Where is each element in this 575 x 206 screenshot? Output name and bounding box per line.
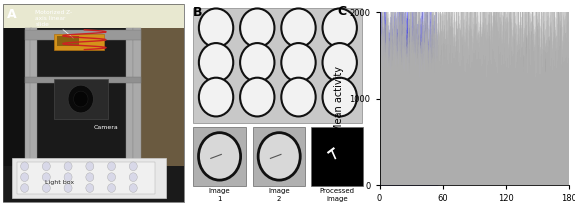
- Bar: [3, 4, 184, 28]
- Circle shape: [129, 173, 137, 181]
- Circle shape: [86, 184, 94, 192]
- Circle shape: [323, 43, 357, 82]
- Text: Processed
image: Processed image: [320, 188, 355, 201]
- Circle shape: [240, 8, 274, 47]
- Circle shape: [86, 162, 94, 171]
- Circle shape: [64, 184, 72, 192]
- Circle shape: [129, 184, 137, 192]
- Circle shape: [21, 173, 29, 181]
- Bar: [53, 79, 108, 119]
- Circle shape: [258, 133, 300, 180]
- Circle shape: [108, 173, 116, 181]
- Bar: [193, 127, 246, 186]
- Circle shape: [129, 162, 137, 171]
- Bar: [25, 28, 32, 172]
- Circle shape: [43, 184, 51, 192]
- Bar: [17, 162, 155, 194]
- Circle shape: [281, 43, 316, 82]
- Bar: [126, 28, 133, 172]
- Circle shape: [108, 184, 116, 192]
- Bar: [25, 30, 140, 40]
- Bar: [25, 77, 140, 83]
- Circle shape: [21, 162, 29, 171]
- Y-axis label: Mean activity: Mean activity: [334, 66, 344, 132]
- Text: Light box: Light box: [44, 180, 74, 185]
- Bar: [53, 34, 104, 50]
- Circle shape: [240, 43, 274, 82]
- Circle shape: [199, 43, 233, 82]
- Text: Image
1: Image 1: [209, 188, 231, 201]
- Circle shape: [198, 133, 240, 180]
- Bar: [310, 127, 363, 186]
- Circle shape: [74, 91, 88, 107]
- Circle shape: [21, 184, 29, 192]
- Bar: [253, 127, 305, 186]
- Text: Motorized Z-
axis linear
slide: Motorized Z- axis linear slide: [36, 10, 72, 27]
- Circle shape: [323, 78, 357, 116]
- Circle shape: [199, 78, 233, 116]
- Circle shape: [64, 173, 72, 181]
- Bar: [58, 36, 79, 46]
- Text: A: A: [6, 8, 16, 21]
- Text: Camera: Camera: [93, 125, 118, 130]
- Circle shape: [281, 8, 316, 47]
- Circle shape: [43, 173, 51, 181]
- Bar: [130, 28, 184, 166]
- Bar: [133, 28, 140, 172]
- Circle shape: [108, 162, 116, 171]
- Bar: [12, 158, 166, 198]
- Circle shape: [86, 173, 94, 181]
- Circle shape: [281, 78, 316, 116]
- Bar: [3, 28, 30, 166]
- Text: C: C: [338, 5, 347, 19]
- Bar: [30, 28, 37, 172]
- Circle shape: [64, 162, 72, 171]
- Text: Image
2: Image 2: [269, 188, 290, 201]
- Text: B: B: [193, 6, 203, 19]
- Circle shape: [240, 78, 274, 116]
- Circle shape: [68, 85, 93, 113]
- Circle shape: [199, 8, 233, 47]
- Bar: [193, 8, 362, 123]
- Circle shape: [43, 162, 51, 171]
- Circle shape: [323, 8, 357, 47]
